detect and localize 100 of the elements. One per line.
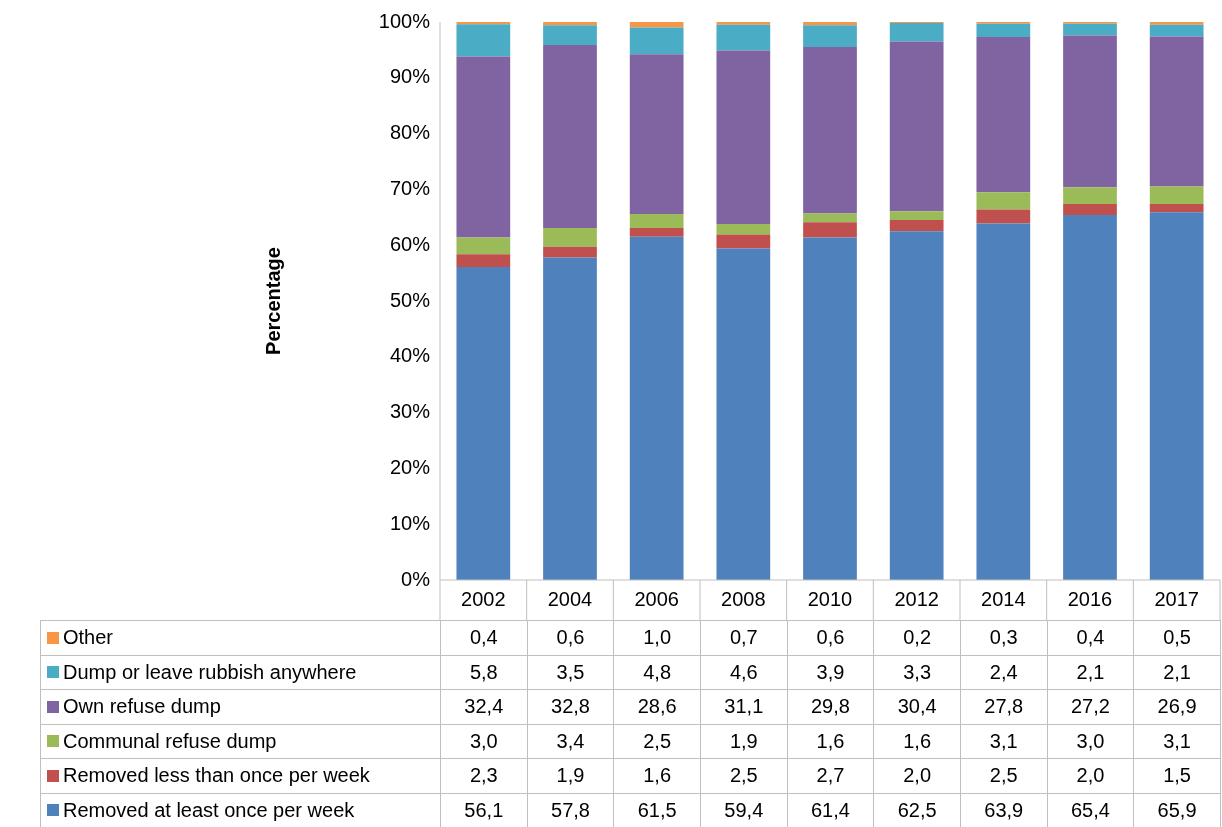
y-tick-label: 0%: [401, 567, 431, 590]
x-tick-label: 2002: [461, 587, 506, 610]
bar: [803, 213, 857, 223]
y-tick-label: 80%: [389, 121, 431, 144]
data-label: 2,1: [1134, 655, 1221, 689]
bar: [1149, 24, 1204, 37]
bar: [889, 211, 944, 221]
bar: [889, 231, 944, 580]
data-label: 2,5: [960, 759, 1048, 793]
legend-label: Own refuse dump: [63, 695, 221, 719]
legend-label: Removed less than once per week: [63, 764, 370, 788]
bar: [543, 44, 597, 228]
bar: [1149, 186, 1204, 204]
x-tick-label: 2004: [547, 587, 593, 610]
y-tick-label: 70%: [389, 176, 431, 199]
x-tick-label: 2008: [721, 587, 766, 610]
data-label: 3,3: [874, 655, 961, 689]
bar: [543, 22, 597, 26]
data-label: 0,7: [700, 621, 788, 655]
data-label: 57,8: [527, 793, 615, 827]
bar: [456, 22, 511, 25]
bar: [889, 41, 944, 212]
bar: [629, 54, 684, 214]
bar: [716, 24, 771, 51]
bar: [456, 254, 511, 267]
data-label: 65,9: [1134, 793, 1221, 827]
bar: [1149, 22, 1204, 25]
data-label: 0,2: [874, 621, 961, 655]
bar: [1149, 212, 1204, 580]
legend-label: Other: [63, 626, 114, 650]
bar: [629, 22, 684, 28]
y-tick-label: 90%: [389, 65, 431, 88]
data-label: 1,0: [614, 621, 701, 655]
bar: [456, 24, 511, 57]
bar: [629, 213, 684, 228]
y-tick-label: 40%: [389, 344, 431, 367]
bar: [1063, 187, 1117, 204]
bar: [716, 22, 771, 25]
data-label: 3,5: [527, 655, 615, 689]
bar: [629, 236, 684, 580]
data-label: 2,7: [787, 759, 875, 793]
data-label: 0,5: [1134, 621, 1221, 655]
bar: [976, 209, 1031, 224]
bar: [716, 50, 771, 224]
y-axis-title: Percentage: [261, 247, 284, 355]
y-tick-label: 20%: [389, 455, 431, 478]
y-tick-label: 30%: [389, 400, 431, 423]
data-label: 30,4: [874, 690, 961, 724]
bar: [976, 223, 1031, 580]
data-label: 32,4: [441, 690, 528, 724]
y-tick-label: 50%: [389, 288, 431, 311]
bar: [456, 56, 511, 238]
data-label: 2,3: [441, 759, 528, 793]
bar: [976, 192, 1031, 210]
data-label: 28,6: [614, 690, 701, 724]
data-label: 3,4: [527, 724, 615, 758]
data-label: 27,2: [1047, 690, 1135, 724]
bar: [716, 248, 771, 580]
y-tick-label: 100%: [378, 9, 431, 32]
bar: [803, 25, 857, 48]
data-label: 31,1: [700, 690, 788, 724]
bar: [543, 257, 597, 580]
data-label: 1,6: [874, 724, 961, 758]
bar: [803, 237, 857, 580]
data-label: 62,5: [874, 793, 961, 827]
data-label: 63,9: [960, 793, 1048, 827]
x-tick-label: 2006: [634, 587, 679, 610]
bar: [803, 222, 857, 238]
data-label: 27,8: [960, 690, 1048, 724]
bar: [1149, 36, 1204, 187]
x-tick-label: 2012: [894, 587, 939, 610]
data-label: 65,4: [1047, 793, 1135, 827]
data-label: 2,5: [700, 759, 788, 793]
bar: [456, 237, 511, 255]
data-label: 0,4: [1047, 621, 1135, 655]
x-tick-label: 2017: [1154, 587, 1199, 610]
data-label: 2,5: [614, 724, 701, 758]
bar: [1063, 23, 1117, 36]
bar: [1063, 35, 1117, 188]
y-tick-label: 60%: [389, 232, 431, 255]
data-label: 1,6: [787, 724, 875, 758]
data-label: 32,8: [527, 690, 615, 724]
data-label: 1,6: [614, 759, 701, 793]
data-label: 0,6: [787, 621, 875, 655]
bar: [716, 224, 771, 235]
data-label: 1,9: [527, 759, 615, 793]
bar: [803, 22, 857, 26]
data-label: 3,1: [1134, 724, 1221, 758]
bar: [976, 37, 1031, 193]
bar: [716, 234, 771, 249]
bar: [889, 220, 944, 232]
data-label: 0,4: [441, 621, 528, 655]
bar: [1149, 203, 1204, 213]
bar: [543, 25, 597, 45]
data-label: 3,1: [960, 724, 1048, 758]
x-tick-label: 2016: [1067, 587, 1113, 610]
data-label: 0,6: [527, 621, 615, 655]
bar: [976, 23, 1031, 38]
data-label: 4,8: [614, 655, 701, 689]
bar: [803, 47, 857, 214]
